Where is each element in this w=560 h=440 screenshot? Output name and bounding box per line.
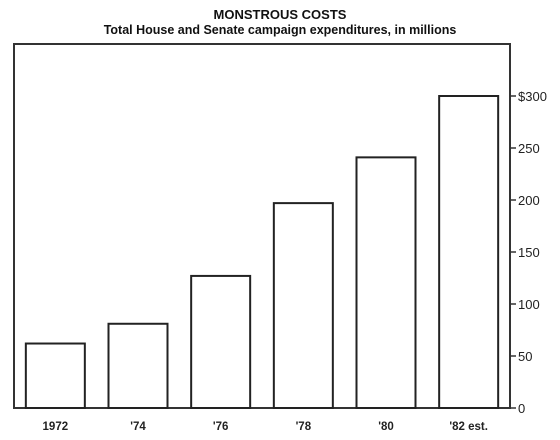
- bar-0: [24, 342, 86, 409]
- x-tick-label-5: '82 est.: [449, 421, 488, 433]
- x-tick-label-1: '74: [130, 421, 146, 433]
- y-tick-label-4: 200: [518, 193, 540, 208]
- y-tick-label-6: $300: [518, 89, 547, 104]
- y-tick-label-1: 50: [518, 349, 532, 364]
- bar-4: [355, 156, 417, 409]
- chart-subtitle: Total House and Senate campaign expendit…: [103, 23, 457, 37]
- y-axis: 0 50 100 150 200 250 $300: [510, 89, 547, 416]
- plot-frame: [13, 43, 511, 409]
- x-tick-label-3: '78: [296, 421, 312, 433]
- bar-3: [272, 202, 334, 409]
- bar-2: [190, 274, 252, 410]
- y-tick-label-5: 250: [518, 141, 540, 156]
- plot-border: [13, 43, 511, 409]
- chart-title: MONSTROUS COSTS: [213, 7, 347, 22]
- x-tick-label-0: 1972: [43, 421, 69, 433]
- y-tick-label-0: 0: [518, 401, 525, 416]
- x-tick-label-4: '80: [378, 421, 394, 433]
- bar-1: [107, 322, 169, 410]
- x-tick-label-2: '76: [213, 421, 229, 433]
- y-tick-label-3: 150: [518, 245, 540, 260]
- y-tick-label-2: 100: [518, 297, 540, 312]
- bars: [24, 95, 500, 410]
- bar-5: [438, 95, 500, 409]
- x-axis: 1972 '74 '76 '78 '80 '82 est.: [43, 421, 488, 433]
